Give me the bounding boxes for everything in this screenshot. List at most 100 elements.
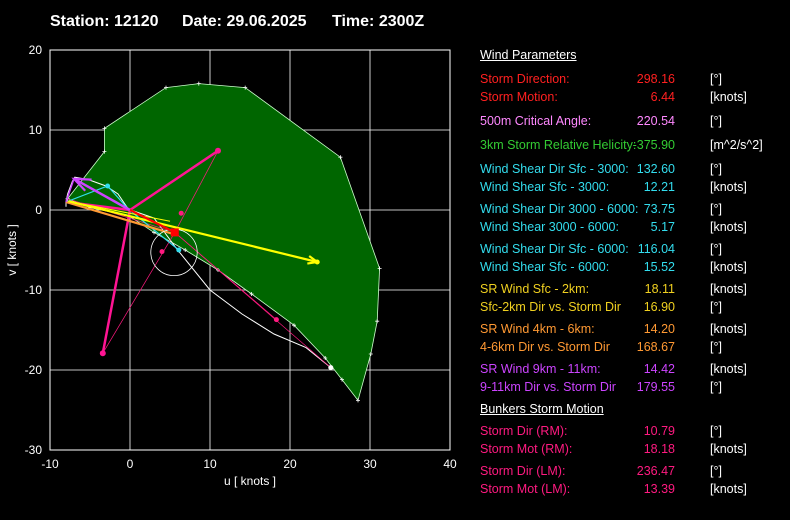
grid xyxy=(49,49,451,451)
param-unit: [°] xyxy=(710,380,722,394)
x-tick-label: 30 xyxy=(363,457,377,471)
shear-point xyxy=(273,317,279,323)
param-row: 3km Storm Relative Helicity: -375.90 [m^2/… xyxy=(480,138,785,156)
y-tick-label: -20 xyxy=(25,363,43,377)
param-unit: [knots] xyxy=(710,322,747,336)
param-row: SR Wind 9km - 11km: 14.42 [knots] xyxy=(480,362,785,380)
param-unit: [°] xyxy=(710,202,722,216)
bunkers-label: Storm Mot (RM): xyxy=(480,442,573,456)
area-vertex-marker xyxy=(323,356,328,360)
param-value: 168.67 xyxy=(636,340,675,354)
param-label: Storm Motion: xyxy=(480,90,558,104)
param-label: 3km Storm Relative Helicity: xyxy=(480,138,637,152)
sr-wind-9-11km-line xyxy=(65,178,75,203)
param-label: Wind Shear Sfc - 3000: xyxy=(480,180,610,194)
param-value: 179.55 xyxy=(636,380,675,394)
param-value: 15.52 xyxy=(643,260,675,274)
tick-labels: -10 0 10 20 30 40 20 10 0 -10 -20 -30 xyxy=(25,43,457,471)
param-row: Storm Motion: 6.44 [knots] xyxy=(480,90,785,108)
shear-sfc-6km-vector xyxy=(68,200,318,264)
x-tick-label: -10 xyxy=(41,457,59,471)
param-row: Wind Shear 3000 - 6000: 5.17 [knots] xyxy=(480,220,785,238)
param-label: Wind Shear Dir 3000 - 6000: xyxy=(480,202,639,216)
param-label: SR Wind 4km - 6km: xyxy=(480,322,595,336)
bunkers-title: Bunkers Storm Motion xyxy=(480,402,604,416)
param-value: 16.90 xyxy=(643,300,675,314)
bunkers-value: 236.47 xyxy=(636,464,675,478)
param-unit: [°] xyxy=(710,300,722,314)
sr-wind-sfc-2km-line xyxy=(68,200,171,222)
param-unit: [°] xyxy=(710,72,722,86)
param-label: SR Wind 9km - 11km: xyxy=(480,362,601,376)
param-value: 6.44 xyxy=(650,90,675,104)
y-axis-label: v [ knots ] xyxy=(5,224,19,275)
area-vertex-marker xyxy=(102,149,107,154)
area-vertex-marker xyxy=(368,352,373,356)
param-value: 132.60 xyxy=(636,162,675,176)
hodograph-line xyxy=(65,176,332,368)
storm-relative-line xyxy=(174,150,219,233)
param-label: 4-6km Dir vs. Storm Dir xyxy=(480,340,610,354)
bunkers-row: Storm Mot (LM): 13.39 [knots] xyxy=(480,482,785,500)
area-vertex-marker xyxy=(183,248,188,252)
area-vertex-marker xyxy=(338,155,343,160)
bunkers-unit: [knots] xyxy=(710,442,747,456)
param-value: 18.11 xyxy=(644,282,675,296)
bunkers-label: Storm Dir (LM): xyxy=(480,464,566,478)
bunkers-row: Storm Dir (LM): 236.47 [°] xyxy=(480,464,785,482)
bunkers-unit: [°] xyxy=(710,424,722,438)
area-vertex-marker xyxy=(243,85,248,90)
param-value: 14.20 xyxy=(643,322,675,336)
param-value: 298.16 xyxy=(636,72,675,86)
param-value: 14.42 xyxy=(643,362,675,376)
bunkers-value: 10.79 xyxy=(643,424,675,438)
param-value: 5.17 xyxy=(650,220,675,234)
y-tick-label: 10 xyxy=(29,123,43,137)
area-vertex-marker xyxy=(375,319,380,324)
param-label: 9-11km Dir vs. Storm Dir xyxy=(480,380,616,394)
param-unit: [knots] xyxy=(710,180,747,194)
y-tick-label: 20 xyxy=(29,43,43,57)
param-row: Wind Shear Sfc - 3000: 12.21 [knots] xyxy=(480,180,785,198)
bunkers-lm-vector xyxy=(101,209,132,354)
bunkers-unit: [°] xyxy=(710,464,722,478)
area-vertex-marker xyxy=(356,398,360,403)
param-row: Storm Direction: 298.16 [°] xyxy=(480,72,785,90)
shear-point xyxy=(178,210,184,216)
param-label: Storm Direction: xyxy=(480,72,570,86)
param-label: Sfc-2km Dir vs. Storm Dir xyxy=(480,300,621,314)
param-label: Wind Shear 3000 - 6000: xyxy=(480,220,619,234)
x-tick-label: 20 xyxy=(283,457,297,471)
hodograph-marks xyxy=(65,81,382,403)
shear-vector-line xyxy=(65,185,180,251)
param-row: Sfc-2km Dir vs. Storm Dir 16.90 [°] xyxy=(480,300,785,318)
param-row: SR Wind Sfc - 2km: 18.11 [knots] xyxy=(480,282,785,300)
param-unit: [knots] xyxy=(710,362,747,376)
hodograph-end-point xyxy=(328,365,334,371)
param-unit: [knots] xyxy=(710,90,747,104)
param-row: Wind Shear Dir Sfc - 3000: 132.60 [°] xyxy=(480,162,785,180)
bunkers-label: Storm Dir (RM): xyxy=(480,424,568,438)
param-row: Wind Shear Dir Sfc - 6000: 116.04 [°] xyxy=(480,242,785,260)
param-value: -375.90 xyxy=(632,138,675,152)
time-label: Time: 2300Z xyxy=(332,13,425,30)
y-tick-label: -30 xyxy=(25,443,43,457)
shear-3km-point xyxy=(105,183,111,189)
param-value: 220.54 xyxy=(636,114,675,128)
shear-6km-point xyxy=(176,247,182,253)
sr-wind-9-11km-vector xyxy=(73,177,131,212)
param-label: Wind Shear Sfc - 6000: xyxy=(480,260,610,274)
x-axis-label: u [ knots ] xyxy=(224,474,276,488)
bunkers-value: 13.39 xyxy=(643,482,675,496)
param-row: Wind Shear Dir 3000 - 6000: 73.75 [°] xyxy=(480,202,785,220)
area-vertex-marker xyxy=(102,126,107,131)
param-row: 4-6km Dir vs. Storm Dir 168.67 [°] xyxy=(480,340,785,358)
bunkers-row: Storm Dir (RM): 10.79 [°] xyxy=(480,424,785,442)
param-unit: [°] xyxy=(710,162,722,176)
param-row: 500m Critical Angle: 220.54 [°] xyxy=(480,114,785,132)
storm-relative-line xyxy=(174,232,277,320)
area-vertex-marker xyxy=(196,81,201,86)
station-label: Station: 12120 xyxy=(50,13,159,30)
sr-wind-4-6km-line xyxy=(65,200,174,236)
